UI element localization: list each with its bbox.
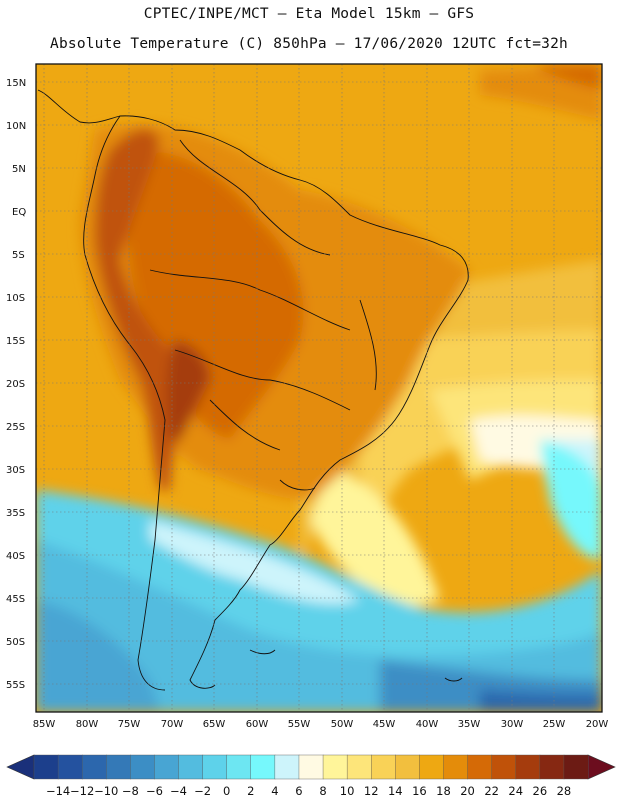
colorbar-swatch (467, 754, 493, 780)
colorbar-label: 2 (247, 784, 254, 798)
lat-label: 25S (6, 422, 25, 433)
lon-label: 60W (246, 719, 269, 730)
temperature-field (36, 64, 602, 712)
colorbar-label: 28 (557, 784, 572, 798)
lat-label: 10S (6, 293, 25, 304)
colorbar-swatch (515, 754, 541, 780)
colorbar-label: 24 (508, 784, 523, 798)
colorbar-swatch (539, 754, 565, 780)
colorbar-label: −10 (94, 784, 118, 798)
colorbar-swatch (106, 754, 131, 780)
colorbar-label: −12 (70, 784, 94, 798)
colorbar-swatch (81, 754, 107, 780)
colorbar-right-arrow (587, 754, 616, 780)
lon-label: 55W (288, 719, 311, 730)
colorbar-swatch (57, 754, 83, 780)
lon-label: 20W (586, 719, 609, 730)
colorbar-swatch (419, 754, 444, 780)
lat-label: 50S (6, 637, 25, 648)
colorbar-swatch (250, 754, 276, 780)
lat-label: 20S (6, 379, 25, 390)
colorbar-swatch (346, 754, 372, 780)
colorbar-label: 16 (412, 784, 427, 798)
colorbar-label: 4 (271, 784, 278, 798)
lat-label: 5S (12, 250, 25, 261)
map-subtitle: Absolute Temperature (C) 850hPa – 17/06/… (50, 36, 568, 52)
colorbar-swatch (491, 754, 517, 780)
colorbar-label: −6 (146, 784, 163, 798)
colorbar-swatch (274, 754, 300, 780)
lat-label: 15N (6, 78, 26, 89)
map-title: CPTEC/INPE/MCT – Eta Model 15km – GFS (143, 6, 475, 22)
lat-label: 10N (6, 121, 26, 132)
lon-label: 50W (331, 719, 354, 730)
colorbar-swatch (443, 754, 469, 780)
colorbar-label: −14 (46, 784, 70, 798)
longitude-axis: 85W 80W 75W 70W 65W 60W 55W 50W 45W 40W … (33, 719, 609, 730)
colorbar-swatch (130, 754, 155, 780)
colorbar-label: 8 (319, 784, 326, 798)
lon-label: 80W (76, 719, 99, 730)
colorbar-swatch (202, 754, 228, 780)
lon-label: 65W (203, 719, 226, 730)
colorbar-label: −8 (122, 784, 139, 798)
colorbar-swatch (371, 754, 396, 780)
colorbar-label: 6 (295, 784, 302, 798)
lon-label: 75W (118, 719, 141, 730)
coastlines (37, 89, 469, 691)
colorbar-label: 0 (223, 784, 230, 798)
lat-label: 55S (6, 680, 25, 691)
lon-label: 35W (458, 719, 481, 730)
lon-label: 45W (373, 719, 396, 730)
colorbar: −14 −12 −10 −8 −6 −4 −2 0 2 4 6 8 10 12 14 16 18 20 22 24 26… (6, 754, 616, 798)
lon-label: 30W (501, 719, 524, 730)
colorbar-swatch (395, 754, 420, 780)
colorbar-left-arrow (6, 754, 35, 780)
colorbar-label: 22 (484, 784, 499, 798)
colorbar-swatch (563, 754, 589, 780)
lat-label: EQ (12, 207, 26, 218)
colorbar-label: 26 (533, 784, 548, 798)
colorbar-label: 10 (340, 784, 355, 798)
lat-label: 35S (6, 508, 25, 519)
lat-label: 40S (6, 551, 25, 562)
colorbar-label: 20 (460, 784, 475, 798)
lon-label: 70W (161, 719, 184, 730)
colorbar-swatch (322, 754, 348, 780)
lon-label: 25W (543, 719, 566, 730)
colorbar-label: 12 (364, 784, 379, 798)
map-frame (35, 63, 603, 713)
lat-label: 45S (6, 594, 25, 605)
colorbar-label: 14 (388, 784, 403, 798)
latitude-axis: 15N 10N 5N EQ 5S 10S 15S 20S 25S 30S 35S… (6, 78, 26, 691)
lat-label: 15S (6, 336, 25, 347)
colorbar-label: 18 (436, 784, 451, 798)
lat-label: 5N (12, 164, 26, 175)
colorbar-swatch (298, 754, 324, 780)
colorbar-label: −2 (194, 784, 211, 798)
colorbar-swatch (154, 754, 180, 780)
lon-label: 40W (416, 719, 439, 730)
lon-label: 85W (33, 719, 56, 730)
colorbar-swatch (33, 754, 59, 780)
colorbar-label: −4 (170, 784, 187, 798)
colorbar-swatch (178, 754, 204, 780)
lat-label: 30S (6, 465, 25, 476)
grid-lines (36, 64, 602, 712)
colorbar-swatch (226, 754, 252, 780)
